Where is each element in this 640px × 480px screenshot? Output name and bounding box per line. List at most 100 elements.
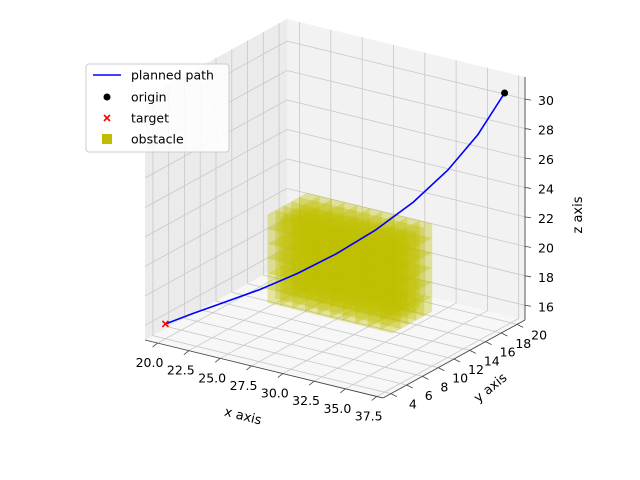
obstacle-voxel-top — [374, 270, 395, 278]
obstacle-voxel-side — [374, 211, 383, 231]
obstacle-voxel-top — [305, 293, 326, 301]
obstacle-voxel-front — [350, 228, 364, 247]
obstacle-voxel-side — [400, 265, 409, 285]
y-tick-mark — [501, 332, 508, 337]
obstacle-voxel-front — [341, 272, 354, 291]
obstacle-voxel-front — [267, 229, 280, 247]
obstacle-voxel-front — [303, 248, 317, 267]
obstacle-voxel-front — [361, 241, 375, 260]
obstacle-voxel-top — [366, 259, 387, 267]
obstacle-voxel-side — [355, 275, 364, 295]
obstacle-voxel-top — [320, 210, 342, 218]
obstacle-voxel-side — [305, 234, 313, 254]
obstacle-voxel-front — [399, 251, 412, 269]
y-tick-label: 10 — [452, 371, 468, 386]
obstacle-voxel-front — [330, 229, 343, 248]
obstacle-voxel-top — [338, 265, 359, 273]
legend-path-label: planned path — [131, 68, 214, 83]
obstacle-voxel-front — [333, 277, 346, 295]
obstacle-voxel-top — [303, 259, 325, 267]
obstacle-voxel-top — [361, 267, 383, 275]
z-tick-label: 26 — [538, 152, 554, 167]
obstacle-voxel-side — [392, 255, 401, 275]
obstacle-voxel-side — [353, 212, 362, 232]
obstacle-voxel-top — [380, 296, 401, 304]
obstacle-voxel-side — [380, 237, 389, 257]
obstacle-voxel-front — [375, 278, 389, 297]
obstacle-voxel-top — [386, 287, 408, 296]
obstacle-voxel-front — [399, 265, 412, 284]
obstacle-voxel-front — [325, 237, 338, 255]
obstacle-voxel-side — [338, 294, 346, 314]
obstacle-voxel-front — [383, 289, 396, 307]
obstacle-voxel-side — [371, 237, 379, 257]
obstacle-voxel-side — [330, 269, 338, 289]
obstacle-voxel-top — [383, 284, 404, 293]
obstacle-voxel-side — [366, 244, 375, 264]
obstacle-voxel-top — [355, 305, 376, 313]
obstacle-voxel-front — [371, 271, 384, 290]
obstacle-voxel-front — [324, 218, 337, 236]
obstacle-voxel-front — [411, 283, 425, 302]
obstacle-voxel-top — [320, 269, 342, 277]
obstacle-voxel-front — [375, 249, 389, 268]
obstacle-voxel-side — [316, 218, 325, 238]
z-tick-label: 22 — [538, 211, 554, 226]
obstacle-voxel-front — [374, 259, 387, 278]
y-tick-label: 6 — [425, 388, 433, 403]
obstacle-voxel-side — [305, 293, 313, 312]
obstacle-voxel-side — [336, 231, 345, 251]
obstacle-voxel-top — [342, 228, 364, 236]
obstacle-voxel-top — [300, 226, 321, 234]
obstacle-voxel-top — [311, 195, 332, 204]
obstacle-voxel-front — [333, 232, 346, 251]
obstacle-voxel-top — [345, 260, 367, 269]
obstacle-voxel-front — [366, 278, 379, 297]
obstacle-voxel-front — [358, 297, 371, 316]
obstacle-voxel-front — [341, 257, 354, 276]
obstacle-voxel-front — [292, 235, 306, 254]
obstacle-voxel-top — [411, 264, 433, 272]
obstacle-voxel-front — [388, 267, 401, 285]
obstacle-voxel-side — [391, 236, 400, 256]
obstacle-voxel-side — [408, 290, 417, 310]
obstacle-voxel-top — [313, 244, 334, 252]
obstacle-voxel-front — [353, 260, 367, 279]
obstacle-voxel-top — [353, 286, 375, 294]
obstacle-voxel-top — [267, 210, 288, 218]
obstacle-voxel-top — [396, 273, 417, 281]
obstacle-voxel-front — [267, 288, 280, 306]
obstacle-voxel-top — [299, 266, 320, 274]
obstacle-voxel-front — [349, 283, 362, 301]
obstacle-voxel-top — [338, 235, 359, 244]
y-tick-label: 16 — [500, 345, 516, 360]
obstacle-voxel-front — [336, 250, 350, 269]
obstacle-voxel-top — [342, 272, 364, 280]
obstacle-voxel-side — [349, 278, 357, 298]
obstacle-voxel-top — [300, 256, 321, 264]
obstacle-voxel-side — [392, 299, 401, 319]
obstacle-voxel-front — [333, 262, 346, 280]
obstacle-voxel-front — [367, 253, 381, 272]
obstacle-voxel-side — [383, 284, 392, 304]
obstacle-voxel-side — [280, 272, 288, 292]
obstacle-voxel-top — [291, 270, 312, 279]
obstacle-voxel-front — [300, 216, 313, 234]
obstacle-voxel-top — [355, 275, 376, 284]
obstacle-voxel-top — [292, 289, 313, 298]
obstacle-voxel-front — [287, 242, 301, 261]
x-tick-mark — [340, 388, 346, 394]
obstacle-voxel-side — [378, 262, 387, 282]
obstacle-voxel-top — [396, 243, 417, 252]
obstacle-voxel-front — [287, 257, 301, 276]
obstacle-voxel-front — [325, 281, 338, 300]
obstacle-voxel-top — [336, 231, 357, 239]
obstacle-voxel-front — [363, 261, 376, 279]
obstacle-voxel-top — [303, 214, 325, 223]
obstacle-voxel-side — [305, 248, 313, 268]
obstacle-voxel-front — [399, 295, 412, 313]
obstacle-voxel-side — [292, 231, 301, 251]
obstacle-voxel-side — [371, 252, 379, 272]
obstacle-voxel-front — [311, 229, 325, 248]
target-marker — [161, 320, 169, 328]
